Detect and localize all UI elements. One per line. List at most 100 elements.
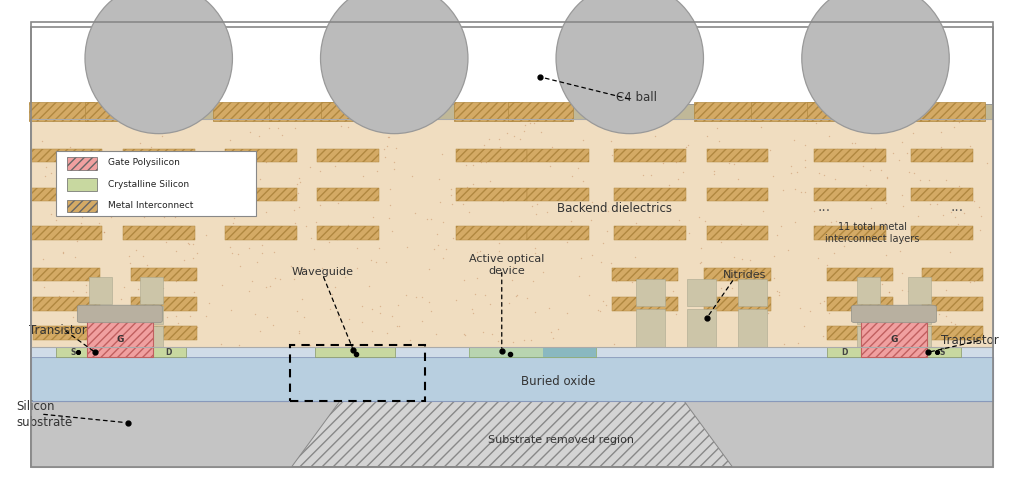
Point [354,302,371,310]
Point [465,180,481,188]
Point [100,164,117,172]
Bar [317,149,379,162]
Point [550,326,566,333]
Point [938,176,954,184]
Point [927,269,943,277]
Point [356,229,373,237]
Point [465,309,481,317]
Point [481,193,498,201]
Point [902,185,919,192]
Bar [614,149,686,162]
Point [317,153,334,161]
Bar [89,326,112,347]
Point [155,284,171,292]
Point [379,142,395,150]
Point [42,170,58,177]
Point [371,340,387,348]
Point [379,330,395,337]
Point [378,258,394,266]
Point [931,310,947,318]
Text: S: S [70,348,76,357]
Point [469,248,485,256]
Point [36,283,52,291]
Point [706,170,722,178]
Point [421,265,437,273]
Point [818,261,835,269]
Point [452,146,468,154]
Point [138,126,155,134]
Point [368,258,384,266]
Point [539,208,555,215]
Bar [863,102,929,122]
Point [252,328,268,335]
Point [56,293,73,301]
Point [760,309,776,317]
Point [797,163,813,171]
Bar [87,321,153,357]
Point [597,301,613,309]
Point [56,186,73,193]
Point [950,182,967,190]
Point [924,331,940,339]
Point [693,326,710,334]
Point [372,244,388,252]
Point [189,323,206,331]
Point [604,152,621,159]
Point [349,264,366,272]
Point [967,277,983,285]
Bar [317,226,379,240]
Point [29,300,45,308]
Point [66,264,82,272]
Point [893,191,909,199]
Point [414,294,430,301]
Point [874,314,891,322]
Point [408,293,424,301]
Bar [29,102,94,122]
Bar [814,149,886,162]
Point [493,323,509,331]
Point [527,244,544,252]
Point [267,274,284,281]
Point [545,334,561,342]
Point [473,190,489,198]
Point [835,156,851,164]
Point [725,253,741,261]
Point [126,163,142,171]
Point [624,278,640,286]
Bar [707,226,768,240]
Bar [612,268,679,281]
Point [559,309,575,316]
Point [258,158,274,166]
Bar [225,149,297,162]
Point [252,175,268,183]
Bar [131,297,197,311]
Point [140,270,157,278]
Point [232,262,249,270]
Point [480,135,497,143]
Point [254,249,270,257]
Point [286,206,302,214]
Bar [89,277,112,304]
Point [951,118,968,126]
Point [724,284,740,292]
Point [224,249,241,257]
Point [678,143,694,151]
Point [50,292,67,300]
Point [499,129,515,137]
Point [887,232,903,240]
Point [458,161,474,169]
Point [797,322,813,330]
Point [877,219,893,226]
Polygon shape [292,401,732,467]
Point [364,327,380,335]
Point [84,226,100,233]
Bar [33,297,100,311]
Point [200,203,216,210]
Point [489,224,506,231]
Point [910,212,927,220]
Point [502,192,518,200]
Point [508,292,524,299]
Point [307,218,324,226]
Point [643,171,659,179]
Point [78,289,94,296]
